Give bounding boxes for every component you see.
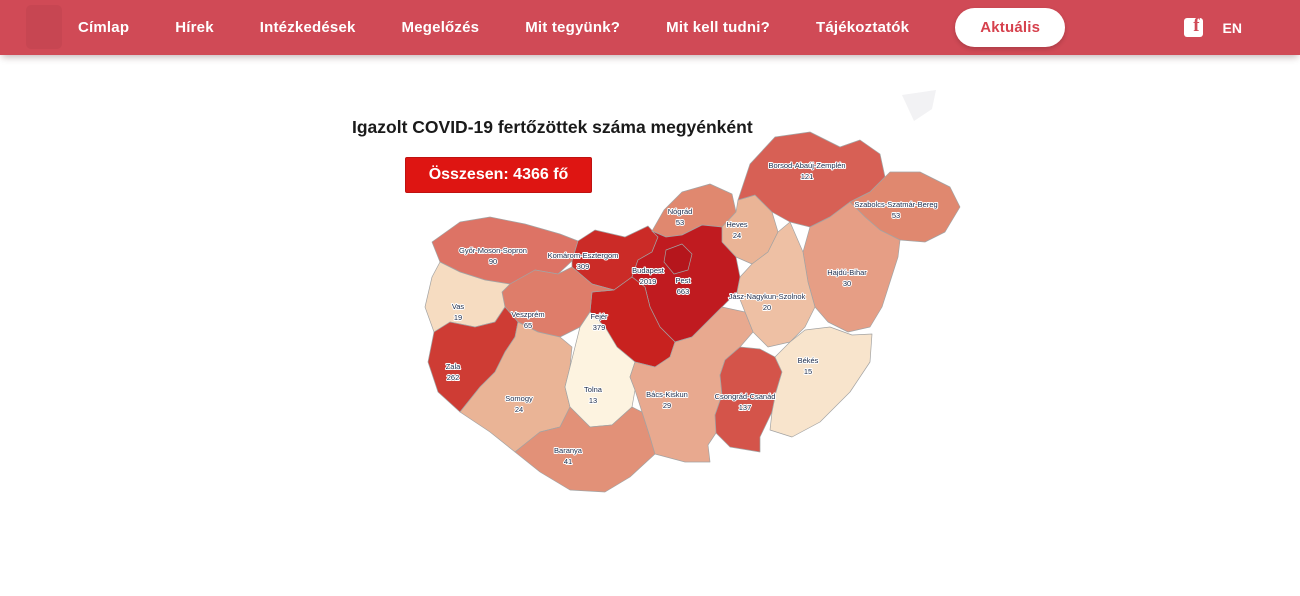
county-label-vas: Vas — [452, 302, 465, 311]
county-value-budapest: 2019 — [640, 277, 657, 286]
county-value-bacs-kiskun: 29 — [663, 401, 671, 410]
top-navigation: Címlap Hírek Intézkedések Megelőzés Mit tegy… — [0, 0, 1300, 55]
county-value-tolna: 13 — [589, 396, 597, 405]
county-bekes — [769, 326, 873, 438]
nav-logo-placeholder — [26, 5, 62, 49]
county-value-veszprem: 65 — [524, 321, 532, 330]
county-label-baranya: Baranya — [554, 446, 583, 455]
county-value-komarom-esztergom: 309 — [577, 262, 590, 271]
county-value-borsod-abauj-zemplen: 121 — [801, 172, 814, 181]
county-label-szabolcs-szatmar-bereg: Szabolcs-Szatmár-Bereg — [854, 200, 937, 209]
nav-item-mit-kell-tudni[interactable]: Mit kell tudni? — [666, 19, 770, 36]
nav-item-intezkedesek[interactable]: Intézkedések — [259, 19, 356, 36]
nav-item-hirek[interactable]: Hírek — [175, 19, 214, 36]
county-label-bekes: Békés — [798, 356, 819, 365]
county-label-zala: Zala — [446, 362, 461, 371]
county-bacs-kiskun — [629, 306, 754, 463]
county-value-baranya: 41 — [564, 457, 572, 466]
total-cases-badge: Összesen: 4366 fő — [405, 157, 592, 193]
county-value-nograd: 53 — [676, 218, 684, 227]
nav-item-megelozes[interactable]: Megelőzés — [401, 19, 480, 36]
facebook-icon[interactable]: f — [1183, 18, 1203, 37]
nav-right: f EN — [1183, 18, 1242, 37]
county-label-heves: Heves — [726, 220, 748, 229]
county-label-bacs-kiskun: Bács-Kiskun — [646, 390, 688, 399]
county-label-gyor-moson-sopron: Győr-Moson-Sopron — [459, 246, 527, 255]
nav-items: Címlap Hírek Intézkedések Megelőzés Mit tegy… — [78, 8, 1066, 47]
county-label-nograd: Nógrád — [668, 207, 693, 216]
county-value-jasz-nagykun-szolnok: 20 — [763, 303, 771, 312]
nav-item-tajekoztatok[interactable]: Tájékoztatók — [815, 19, 910, 36]
map-title: Igazolt COVID-19 fertőzöttek száma megyé… — [352, 117, 753, 137]
county-value-heves: 24 — [733, 231, 741, 240]
map-artifact — [902, 90, 936, 121]
county-label-somogy: Somogy — [505, 394, 533, 403]
county-value-bekes: 15 — [804, 367, 812, 376]
county-value-vas: 19 — [454, 313, 462, 322]
county-value-pest: 663 — [677, 287, 690, 296]
nav-item-aktualis[interactable]: Aktuális — [955, 8, 1066, 47]
county-value-csongrad-csanad: 137 — [739, 403, 752, 412]
county-label-borsod-abauj-zemplen: Borsod-Abaúj-Zemplén — [768, 161, 845, 170]
nav-item-mit-tegyunk[interactable]: Mit tegyünk? — [525, 19, 621, 36]
nav-item-cimlap[interactable]: Címlap — [78, 19, 130, 36]
county-label-budapest: Budapest — [632, 266, 665, 275]
county-label-jasz-nagykun-szolnok: Jász-Nagykun-Szolnok — [729, 292, 806, 301]
county-label-csongrad-csanad: Csongrád-Csanád — [715, 392, 776, 401]
county-value-gyor-moson-sopron: 90 — [489, 257, 497, 266]
county-value-hajdu-bihar: 30 — [843, 279, 851, 288]
county-label-pest: Pest — [675, 276, 691, 285]
county-value-somogy: 24 — [515, 405, 523, 414]
county-label-veszprem: Veszprém — [511, 310, 544, 319]
county-label-tolna: Tolna — [584, 385, 603, 394]
hungary-county-map: Győr-Moson-Sopron 90 Komárom-Esztergom 309 N… — [424, 90, 961, 493]
county-value-fejer: 379 — [593, 323, 606, 332]
county-label-komarom-esztergom: Komárom-Esztergom — [548, 251, 619, 260]
county-csongrad-csanad — [714, 346, 783, 453]
county-jasz-nagykun-szolnok — [736, 221, 816, 348]
county-label-hajdu-bihar: Hajdú-Bihar — [827, 268, 867, 277]
county-value-szabolcs-szatmar-bereg: 53 — [892, 211, 900, 220]
county-budapest — [663, 243, 693, 275]
county-value-zala: 262 — [447, 373, 460, 382]
county-label-fejer: Fejér — [590, 312, 608, 321]
language-switch-en[interactable]: EN — [1222, 19, 1242, 36]
